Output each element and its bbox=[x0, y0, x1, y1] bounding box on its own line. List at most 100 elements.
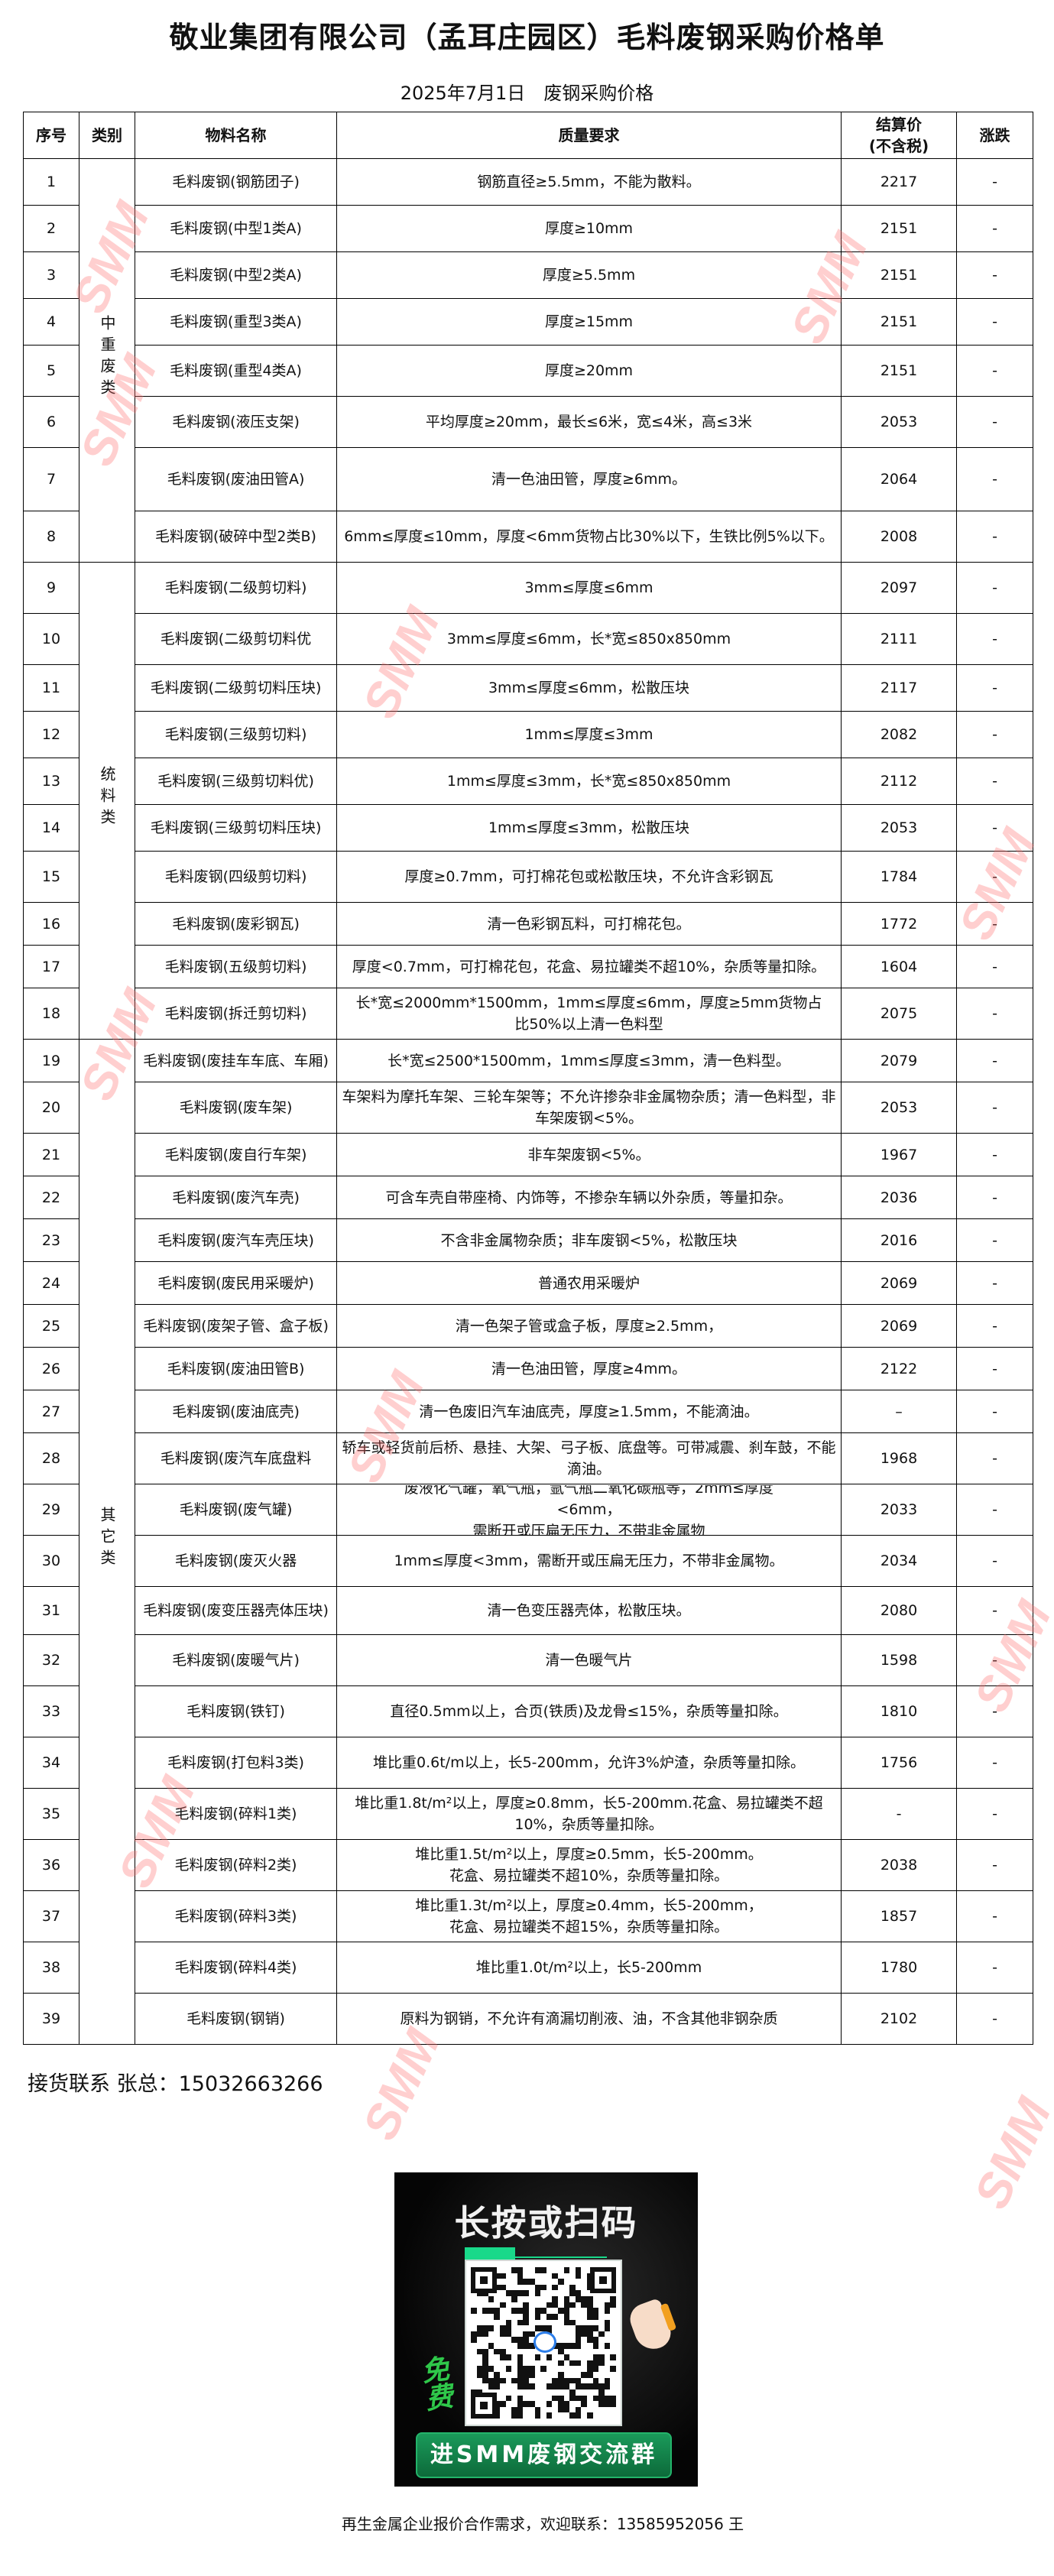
price-change-text: - bbox=[992, 1857, 997, 1874]
settlement-price: 2111 bbox=[841, 613, 957, 665]
price-change-text: - bbox=[992, 1317, 997, 1335]
material-name-text: 毛料废钢(二级剪切料优 bbox=[160, 631, 312, 647]
header-change: 涨跌 bbox=[956, 112, 1033, 159]
qr-code-icon[interactable] bbox=[465, 2260, 622, 2426]
quality-requirement-text: 钢筋直径≥5.5mm，不能为散料。 bbox=[477, 174, 701, 190]
quality-requirement: 3mm≤厚度≤6mm，长*宽≤850x850mm bbox=[336, 613, 842, 665]
table-row: 4 毛料废钢(重型3类A) 厚度≥15mm 2151 - bbox=[23, 298, 1033, 346]
material-name: 毛料废钢(钢筋团子) bbox=[135, 158, 337, 206]
settlement-price: 1967 bbox=[841, 1133, 957, 1176]
header-quality: 质量要求 bbox=[336, 112, 842, 159]
quality-requirement-text: 清一色油田管，厚度≥4mm。 bbox=[491, 1360, 687, 1377]
price-table: 序号 类别 物料名称 质量要求 结算价 (不含税) 涨跌 1 中重废类 毛料废钢(钢… bbox=[23, 112, 1033, 2045]
price-change-text: - bbox=[992, 1274, 997, 1292]
settlement-price: 1780 bbox=[841, 1942, 957, 1994]
table-row: 22 毛料废钢(废汽车壳) 可含车壳自带座椅、内饰等，不掺杂车辆以外杂质，等量扣杂。… bbox=[23, 1176, 1033, 1219]
row-number-text: 16 bbox=[41, 915, 61, 933]
settlement-price: 2151 bbox=[841, 251, 957, 299]
price-change: - bbox=[956, 1432, 1033, 1484]
settlement-price: 2064 bbox=[841, 447, 957, 511]
price-change-text: - bbox=[992, 773, 997, 790]
quality-requirement: 清一色油田管，厚度≥6mm。 bbox=[336, 447, 842, 511]
material-name: 毛料废钢(二级剪切料) bbox=[135, 562, 337, 614]
settlement-price: 1598 bbox=[841, 1634, 957, 1686]
material-name: 毛料废钢(拆迁剪切料) bbox=[135, 988, 337, 1040]
settlement-price-text: 2069 bbox=[880, 1274, 918, 1292]
price-change: - bbox=[956, 1890, 1033, 1942]
quality-requirement-text: 普通农用采暖炉 bbox=[537, 1274, 640, 1292]
quality-requirement-text: 厚度≥15mm bbox=[544, 313, 634, 330]
material-name: 毛料废钢(碎料1类) bbox=[135, 1788, 337, 1840]
quality-requirement-text: 堆比重1.0t/m²以上，长5-200mm bbox=[475, 1959, 702, 1976]
material-name: 毛料废钢(钢销) bbox=[135, 1993, 337, 2045]
material-name: 毛料废钢(中型2类A) bbox=[135, 251, 337, 299]
settlement-price: 2008 bbox=[841, 511, 957, 563]
settlement-price: 2069 bbox=[841, 1261, 957, 1305]
quality-requirement: 废液化气罐，氧气瓶，氩气瓶二氧化碳瓶等，2mm≤厚度 <6mm， 需断开或压扁无… bbox=[336, 1484, 842, 1536]
settlement-price: 2112 bbox=[841, 758, 957, 805]
table-row: 27 毛料废钢(废油底壳) 清一色废旧汽车油底壳，厚度≥1.5mm，不能滴油。 – - bbox=[23, 1390, 1033, 1433]
settlement-price: 1810 bbox=[841, 1685, 957, 1737]
settlement-price: 2102 bbox=[841, 1993, 957, 2045]
settlement-price-text: - bbox=[896, 1805, 902, 1822]
price-change: - bbox=[956, 1484, 1033, 1536]
row-number: 36 bbox=[23, 1839, 79, 1891]
table-row: 19 其它类 毛料废钢(废挂车车底、车厢) 长*宽≤2500*1500mm，1mm≤厚… bbox=[23, 1039, 1033, 2045]
settlement-price-text: 2034 bbox=[880, 1552, 918, 1569]
price-change: - bbox=[956, 1390, 1033, 1433]
material-name-text: 毛料废钢(废变压器壳体压块) bbox=[143, 1602, 329, 1619]
quality-requirement: 堆比重1.5t/m²以上，厚度≥0.5mm，长5-200mm。 花盒、易拉罐类不… bbox=[336, 1839, 842, 1891]
quality-requirement-text: 可含车壳自带座椅、内饰等，不掺杂车辆以外杂质，等量扣杂。 bbox=[385, 1189, 793, 1206]
table-row: 7 毛料废钢(废油田管A) 清一色油田管，厚度≥6mm。 2064 - bbox=[23, 447, 1033, 511]
price-change-text: - bbox=[992, 958, 997, 975]
price-change-text: - bbox=[992, 1501, 997, 1518]
quality-requirement: 厚度<0.7mm，可打棉花包，花盒、易拉罐类不超10%，杂质等量扣除。 bbox=[336, 945, 842, 988]
material-name: 毛料废钢(液压支架) bbox=[135, 396, 337, 448]
material-name-text: 毛料废钢(废油田管A) bbox=[167, 471, 305, 488]
quality-requirement: 堆比重1.3t/m²以上，厚度≥0.4mm，长5-200mm， 花盒、易拉罐类不… bbox=[336, 1890, 842, 1942]
price-change-text: - bbox=[992, 915, 997, 933]
material-name: 毛料废钢(废汽车壳压块) bbox=[135, 1218, 337, 1262]
table-row: 37 毛料废钢(碎料3类) 堆比重1.3t/m²以上，厚度≥0.4mm，长5-200… bbox=[23, 1890, 1033, 1942]
material-name-text: 毛料废钢(废灭火器 bbox=[174, 1552, 297, 1569]
table-row: 11 毛料废钢(二级剪切料压块) 3mm≤厚度≤6mm，松散压块 2117 - bbox=[23, 664, 1033, 712]
quality-requirement-text: 1mm≤厚度≤3mm，松散压块 bbox=[488, 819, 690, 836]
row-number-text: 7 bbox=[46, 471, 57, 488]
settlement-price: 2016 bbox=[841, 1218, 957, 1262]
quality-requirement-text: 清一色彩钢瓦料，可打棉花包。 bbox=[487, 915, 691, 933]
material-name: 毛料废钢(破碎中型2类B) bbox=[135, 511, 337, 563]
free-badge: 免费 bbox=[415, 2354, 454, 2413]
settlement-price-text: 2053 bbox=[880, 819, 918, 836]
row-number-text: 29 bbox=[41, 1501, 61, 1518]
material-name: 毛料废钢(废灭火器 bbox=[135, 1535, 337, 1587]
material-name-text: 毛料废钢(废彩钢瓦) bbox=[172, 915, 300, 933]
table-row: 36 毛料废钢(碎料2类) 堆比重1.5t/m²以上，厚度≥0.5mm，长5-200… bbox=[23, 1839, 1033, 1891]
material-name-text: 毛料废钢(废架子管、盒子板) bbox=[143, 1317, 329, 1335]
table-row: 39 毛料废钢(钢销) 原料为钢销，不允许有滴漏切削液、油，不含其他非钢杂质 2102… bbox=[23, 1993, 1033, 2045]
qr-promo-panel[interactable]: 长按或扫码 免费 进SMM废钢交流群 bbox=[394, 2172, 698, 2487]
quality-requirement: 堆比重0.6t/m以上，长5-200mm，允许3%炉渣，杂质等量扣除。 bbox=[336, 1737, 842, 1789]
settlement-price: 2151 bbox=[841, 205, 957, 252]
quality-requirement-text: 厚度≥10mm bbox=[544, 220, 634, 237]
settlement-price-text: 2151 bbox=[880, 220, 918, 237]
material-name-text: 毛料废钢(废汽车底盘料 bbox=[160, 1450, 312, 1467]
quality-requirement-text: 厚度≥20mm bbox=[544, 362, 634, 379]
category-cell: 其它类 bbox=[79, 1039, 135, 2045]
table-row: 32 毛料废钢(废暖气片) 清一色暖气片 1598 - bbox=[23, 1634, 1033, 1686]
row-number-text: 35 bbox=[41, 1805, 61, 1822]
join-group-button[interactable]: 进SMM废钢交流群 bbox=[416, 2432, 672, 2478]
row-number: 5 bbox=[23, 345, 79, 397]
row-number: 15 bbox=[23, 851, 79, 903]
material-name-text: 毛料废钢(破碎中型2类B) bbox=[155, 528, 316, 545]
settlement-price: 2082 bbox=[841, 711, 957, 758]
price-change: - bbox=[956, 1304, 1033, 1348]
material-name-text: 毛料废钢(碎料4类) bbox=[174, 1959, 297, 1976]
material-name: 毛料废钢(打包料3类) bbox=[135, 1737, 337, 1789]
price-change: - bbox=[956, 1176, 1033, 1219]
quality-requirement-text: 清一色废旧汽车油底壳，厚度≥1.5mm，不能滴油。 bbox=[419, 1403, 759, 1420]
table-row: 28 毛料废钢(废汽车底盘料 轿车或轻货前后桥、悬挂、大架、弓子板、底盘等。可带减震… bbox=[23, 1432, 1033, 1484]
row-number-text: 25 bbox=[41, 1317, 61, 1335]
quality-requirement: 清一色变压器壳体，松散压块。 bbox=[336, 1586, 842, 1635]
material-name-text: 毛料废钢(废汽车壳压块) bbox=[157, 1231, 314, 1249]
table-row: 20 毛料废钢(废车架) 车架料为摩托车架、三轮车架等；不允许掺杂非金属物杂质；清一… bbox=[23, 1082, 1033, 1134]
